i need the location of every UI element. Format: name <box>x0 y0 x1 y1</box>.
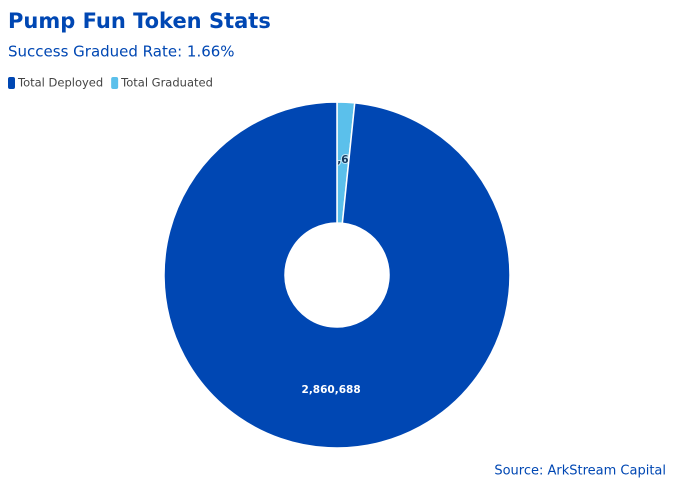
legend-marker <box>8 77 15 89</box>
legend-label: Total Deployed <box>17 76 103 90</box>
chart-title: Pump Fun Token Stats <box>8 9 271 33</box>
legend-label: Total Graduated <box>120 76 213 90</box>
chart-subtitle: Success Gradued Rate: 1.66% <box>8 43 235 61</box>
legend: Total Deployed Total Graduated <box>8 76 213 90</box>
legend-marker <box>111 77 119 89</box>
source: Source: ArkStream Capital <box>494 464 666 479</box>
donut-slice <box>163 101 511 449</box>
data-label: 2,860,688 <box>302 384 361 396</box>
